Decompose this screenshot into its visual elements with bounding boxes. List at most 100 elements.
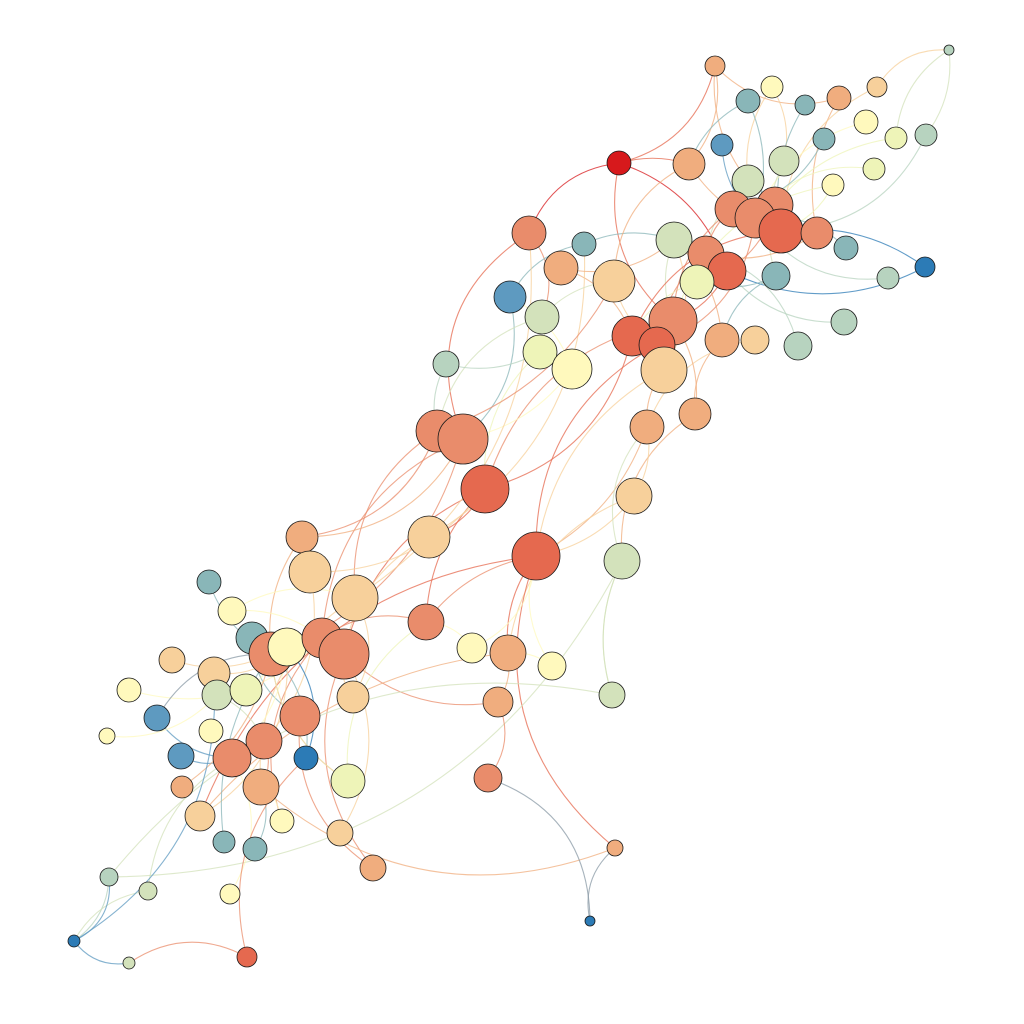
graph-node	[473, 763, 503, 793]
graph-edge	[726, 266, 926, 295]
graph-node	[456, 632, 488, 664]
graph-node	[731, 164, 765, 198]
graph-edge	[535, 369, 665, 557]
graph-node	[336, 680, 370, 714]
graph-node	[245, 722, 283, 760]
graph-edge	[321, 438, 464, 639]
graph-node	[914, 123, 938, 147]
graph-edge	[602, 560, 623, 696]
graph-node	[217, 596, 247, 626]
graph-node	[524, 299, 560, 335]
graph-node	[826, 85, 852, 111]
graph-edge	[147, 757, 233, 892]
graph-node	[679, 264, 715, 300]
graph-node	[158, 646, 186, 674]
graph-node	[551, 348, 593, 390]
graph-edge	[353, 430, 438, 599]
graph-edge	[260, 786, 616, 876]
graph-node	[522, 334, 558, 370]
graph-node	[285, 520, 319, 554]
graph-node	[279, 695, 321, 737]
graph-node	[615, 477, 653, 515]
graph-node	[359, 854, 387, 882]
graph-node	[184, 800, 216, 832]
graph-node	[242, 768, 280, 806]
graph-node	[432, 350, 460, 378]
graph-node	[99, 867, 119, 887]
graph-node	[943, 44, 955, 56]
graph-edge	[587, 847, 616, 922]
graph-node	[67, 934, 81, 948]
graph-node	[116, 677, 142, 703]
graph-node	[629, 409, 665, 445]
graph-node	[167, 742, 195, 770]
graph-node	[853, 109, 879, 135]
graph-edge	[618, 65, 716, 164]
graph-node	[170, 775, 194, 799]
graph-node	[760, 75, 784, 99]
graph-node	[768, 145, 800, 177]
graph-node	[407, 603, 445, 641]
graph-edge	[602, 560, 623, 696]
graph-node	[198, 718, 224, 744]
graph-node	[267, 627, 307, 667]
graph-node	[571, 231, 597, 257]
graph-node	[704, 322, 740, 358]
graph-edge	[354, 232, 532, 599]
graph-edge	[535, 344, 658, 557]
graph-node	[293, 745, 319, 771]
graph-edge	[428, 243, 586, 538]
graph-node	[584, 915, 596, 927]
graph-node	[833, 235, 859, 261]
graph-node	[407, 515, 451, 559]
graph-node	[640, 346, 688, 394]
graph-node	[740, 325, 770, 355]
graph-node	[212, 830, 236, 854]
graph-node	[331, 574, 379, 622]
graph-node	[783, 331, 813, 361]
graph-node	[318, 628, 370, 680]
graph-edge	[301, 438, 464, 538]
graph-node	[511, 215, 547, 251]
graph-node	[98, 727, 116, 745]
graph-edge	[108, 682, 613, 878]
graph-node	[704, 55, 726, 77]
graph-edge	[199, 652, 509, 817]
graph-node	[511, 531, 561, 581]
graph-node	[196, 569, 222, 595]
graph-node	[326, 819, 354, 847]
graph-edge	[811, 97, 840, 234]
graph-node	[460, 464, 510, 514]
graph-node	[812, 127, 836, 151]
graph-edge	[876, 49, 950, 88]
graph-node	[598, 681, 626, 709]
graph-node	[914, 256, 936, 278]
graph-edge	[298, 715, 374, 869]
graph-edge	[73, 890, 149, 942]
graph-node	[884, 126, 908, 150]
graph-edge	[309, 488, 486, 573]
graph-node	[482, 686, 514, 718]
graph-node	[543, 250, 579, 286]
graph-node	[236, 946, 258, 968]
graph-node	[876, 266, 900, 290]
graph-edge	[516, 555, 616, 849]
graph-edge	[484, 335, 633, 490]
graph-node	[735, 88, 761, 114]
graph-node	[537, 651, 567, 681]
graph-edge	[925, 49, 951, 136]
graph-node	[288, 550, 332, 594]
graph-edge	[73, 876, 110, 942]
graph-node	[201, 679, 233, 711]
graph-node	[794, 94, 816, 116]
graph-node	[603, 542, 641, 580]
graph-edge	[128, 941, 248, 964]
graph-node	[758, 208, 804, 254]
graph-node	[800, 216, 834, 250]
graph-edge	[301, 430, 438, 538]
graph-node	[219, 883, 241, 905]
graph-node	[229, 673, 263, 707]
graph-node	[138, 881, 158, 901]
graph-node	[672, 147, 706, 181]
